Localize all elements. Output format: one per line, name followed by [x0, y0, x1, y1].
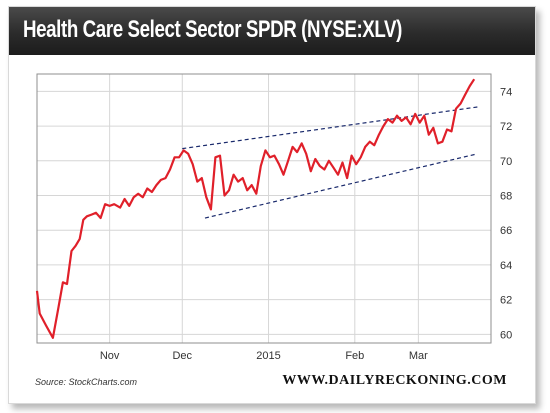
y-tick-label: 70: [500, 156, 512, 168]
x-tick-label: Feb: [345, 350, 364, 362]
y-tick-label: 62: [500, 295, 512, 307]
plot-area: 60 62 64 66 68 70 72 74 Nov Dec 2015 Feb Mar: [35, 73, 512, 362]
y-tick-label: 60: [500, 329, 512, 341]
y-tick-label: 74: [500, 86, 512, 98]
trend-line: [204, 153, 478, 219]
x-tick-label: Dec: [172, 350, 192, 362]
plot-frame: [36, 73, 492, 344]
trend-line: [182, 106, 478, 150]
x-tick-label: Nov: [100, 350, 120, 362]
y-tick-label: 64: [500, 260, 512, 272]
brand-url: WWW.DAILYRECKONING.COM: [282, 373, 507, 388]
source-note: Source: StockCharts.com: [35, 377, 138, 387]
y-tick-label: 72: [500, 121, 512, 133]
price-line: [35, 78, 476, 339]
title-bar: Health Care Select Sector SPDR (NYSE:XLV…: [9, 7, 535, 55]
y-tick-label: 68: [500, 190, 512, 202]
plot-background: [36, 73, 492, 344]
chart-card: Health Care Select Sector SPDR (NYSE:XLV…: [8, 6, 536, 404]
x-tick-label: 2015: [256, 350, 280, 362]
line-chart: 60 62 64 66 68 70 72 74 Nov Dec 2015 Feb Mar: [35, 73, 512, 362]
x-tick-label: Mar: [409, 350, 428, 362]
y-tick-label: 66: [500, 225, 512, 237]
chart-title: Health Care Select Sector SPDR (NYSE:XLV…: [23, 16, 402, 43]
